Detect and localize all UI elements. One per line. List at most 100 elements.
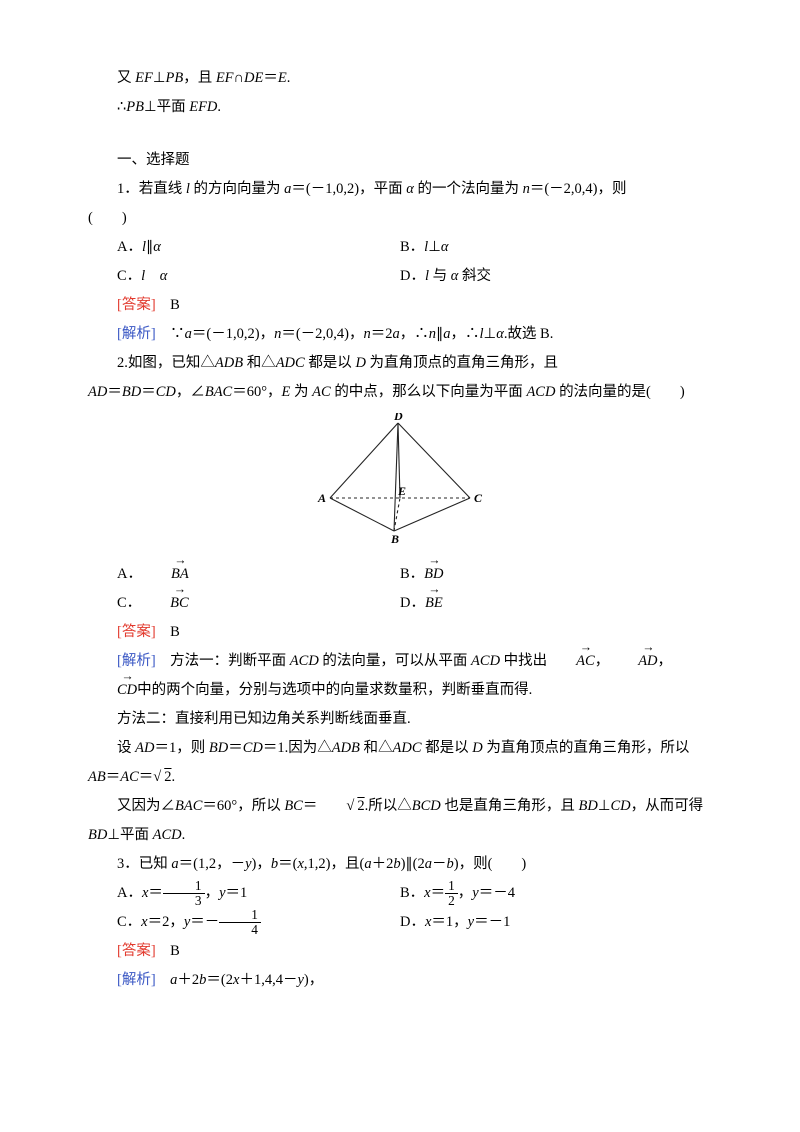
var: AD (88, 384, 107, 400)
label: C． (117, 914, 141, 930)
label: A． (117, 239, 142, 255)
answer-value: B (156, 624, 180, 640)
label: D． (400, 268, 425, 284)
text: . (217, 99, 221, 115)
text: ＝ (431, 885, 446, 901)
text: 的一个法向量为 (414, 181, 523, 197)
var: BCD (412, 798, 441, 814)
spacer (88, 122, 712, 146)
var-alpha: α (496, 326, 504, 342)
text: .故选 B. (504, 326, 554, 342)
var-alpha: α (160, 268, 168, 284)
q2-row-CD: C．BC D．BE (88, 589, 712, 618)
text: ＝(1,2，－ (179, 856, 245, 872)
text: ＝( (278, 856, 297, 872)
var: a (364, 856, 371, 872)
q3-row-AB: A．x＝13，y＝1 B．x＝12，y＝－4 (88, 879, 712, 908)
text: ＝1， (431, 914, 467, 930)
text: ＝60°， (232, 384, 281, 400)
sqrt-2: 2 (162, 763, 171, 792)
var: b (393, 856, 400, 872)
text: 设 (117, 740, 135, 756)
text: ,1,2)，且( (304, 856, 364, 872)
text: ，∴ (451, 326, 480, 342)
frac: 12 (445, 879, 458, 908)
section-1-title: 一、选择题 (88, 146, 712, 175)
var-alpha: α (441, 239, 449, 255)
q3-stem: 3．已知 a＝(1,2，－y)，b＝(x,1,2)，且(a＋2b)∥(2a－b)… (88, 850, 712, 879)
var-n: n (364, 326, 371, 342)
frac: 14 (219, 908, 261, 937)
label: B． (400, 566, 424, 582)
q3-C: C．x＝2，y＝－14 (88, 908, 400, 937)
text: 又 (117, 70, 135, 86)
text: . (287, 70, 291, 86)
q2-A: A．BA (88, 560, 400, 589)
q2-figure: DACBE (88, 413, 712, 554)
q2-ana-2: 方法二：直接利用已知边角关系判断线面垂直. (88, 705, 712, 734)
text: 斜交 (458, 268, 491, 284)
var: AD (135, 740, 154, 756)
q1-D: D．l 与 α 斜交 (400, 262, 712, 291)
answer-label: [答案] (117, 297, 156, 313)
text: ， (458, 885, 473, 901)
intro-line-1: 又 EF⊥PB，且 EF∩DE＝E. (88, 64, 712, 93)
text: ＝(－2,0,4)，则 (530, 181, 627, 197)
text: 为 (290, 384, 312, 400)
svg-text:C: C (474, 491, 483, 505)
var-PB: PB (165, 70, 183, 86)
var: a (425, 856, 432, 872)
text: ，∠ (176, 384, 205, 400)
var-EF: EF (135, 70, 153, 86)
text: )， (252, 856, 271, 872)
text: ，∴ (400, 326, 429, 342)
vec-BE: BE (425, 589, 443, 618)
text: ＝ (148, 885, 163, 901)
text: ⊥平面 (107, 827, 152, 843)
text: ＝(－2,0,4)， (281, 326, 363, 342)
text: ＝60°，所以 (202, 798, 284, 814)
text: ， (658, 653, 673, 669)
q3-row-CD: C．x＝2，y＝－14 D．x＝1，y＝－1 (88, 908, 712, 937)
text: )，则( ) (454, 856, 527, 872)
text: ＝－4 (479, 885, 515, 901)
text: ＝2 (371, 326, 393, 342)
text: ， (595, 653, 610, 669)
text: ＝ (106, 769, 121, 785)
text: . (172, 769, 176, 785)
label: B． (400, 239, 424, 255)
text: . (182, 827, 186, 843)
text: ， (205, 885, 220, 901)
q3-D: D．x＝1，y＝－1 (400, 908, 712, 937)
text: ，且 (183, 70, 216, 86)
text: ，从而可得 (631, 798, 704, 814)
q1-analysis: [解析] ∵a＝(－1,0,2)，n＝(－2,0,4)，n＝2a，∴n∥a，∴l… (88, 320, 712, 349)
svg-text:E: E (397, 484, 406, 498)
q3-B: B．x＝12，y＝－4 (400, 879, 712, 908)
text: ＝ (228, 740, 243, 756)
label: C． (117, 268, 141, 284)
var: CD (243, 740, 263, 756)
text: 的法向量的是( ) (555, 384, 684, 400)
text: ∵ (156, 326, 185, 342)
var: ADC (276, 355, 305, 371)
var-n: n (523, 181, 530, 197)
num: 1 (163, 879, 205, 894)
q2-ana-3: 设 AD＝1，则 BD＝CD＝1.因为△ADB 和△ADC 都是以 D 为直角顶… (88, 734, 712, 763)
text: 的方向向量为 (190, 181, 284, 197)
text: 为直角顶点的直角三角形，且 (366, 355, 558, 371)
num: 1 (219, 908, 261, 923)
var: D (472, 740, 482, 756)
q2-stem-2: AD＝BD＝CD，∠BAC＝60°，E 为 AC 的中点，那么以下向量为平面 A… (88, 378, 712, 407)
text: 的法向量，可以从平面 (319, 653, 471, 669)
q1-row-AB: A．l∥α B．l⊥α (88, 233, 712, 262)
q2-stem-1: 2.如图，已知△ADB 和△ADC 都是以 D 为直角顶点的直角三角形，且 (88, 349, 712, 378)
q1-answer: [答案] B (88, 291, 712, 320)
var-l: l (141, 268, 145, 284)
q2-ana-3b: AB＝AC＝2. (88, 763, 712, 792)
label: A． (117, 885, 142, 901)
var: ADB (215, 355, 243, 371)
svg-text:B: B (390, 532, 399, 543)
document-root: { "intro": { "line1_a":"又 ", "line1_ef":… (88, 64, 712, 995)
q2-ana-4: 又因为∠BAC＝60°，所以 BC＝2.所以△BCD 也是直角三角形，且 BD⊥… (88, 792, 712, 821)
